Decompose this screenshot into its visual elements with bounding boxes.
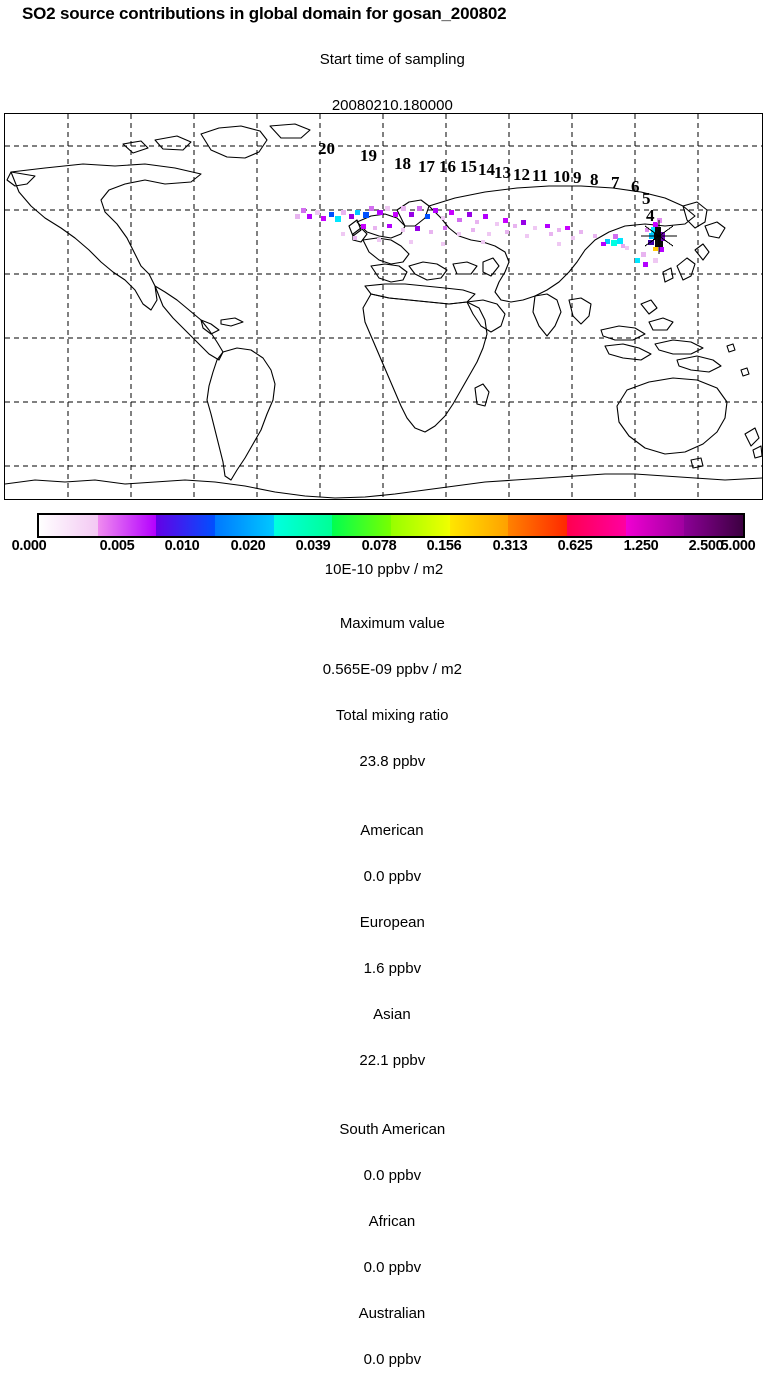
colorbar-segment-7 — [391, 515, 450, 536]
trajectory-label-18: 18 — [394, 154, 411, 173]
trajectory-label-8: 8 — [590, 170, 599, 189]
region-label-australian: Australian — [358, 1305, 426, 1322]
trajectory-label-6: 6 — [631, 177, 640, 196]
total-mixing-ratio-value: 23.8 ppbv — [359, 753, 426, 770]
colorbar-segment-6 — [332, 515, 392, 536]
colorbar-segment-8 — [449, 515, 509, 536]
colorbar-tick-6: 0.156 — [426, 538, 462, 554]
colorbar-tick-labels: 0.000 0.005 0.010 0.020 0.039 0.078 0.15… — [0, 538, 768, 556]
page-title: SO2 source contributions in global domai… — [22, 4, 507, 23]
trajectory-label-12: 12 — [513, 165, 530, 184]
colorbar-tick-7: 0.313 — [492, 538, 528, 554]
trajectory-label-15: 15 — [460, 157, 477, 176]
region-value-european: 1.6 ppbv — [363, 960, 422, 977]
map-canvas: 20 19 18 17 16 15 14 13 12 11 10 9 8 7 6… — [5, 114, 762, 499]
region-value-american: 0.0 ppbv — [363, 868, 422, 885]
start-time-value: 20080210.180000 — [331, 97, 453, 114]
map-panel[interactable]: 20 19 18 17 16 15 14 13 12 11 10 9 8 7 6… — [4, 113, 763, 500]
total-mixing-ratio-label: Total mixing ratio — [335, 707, 449, 724]
colorbar-tick-0: 0.000 — [11, 538, 47, 554]
trajectory-label-14: 14 — [478, 160, 495, 179]
maximum-value-label: Maximum value — [339, 615, 445, 632]
colorbar-segment-10 — [567, 515, 626, 536]
colorbar-segment-4 — [215, 515, 274, 536]
stats-row-2: South American 0.0 ppbv African 0.0 ppbv… — [0, 1095, 768, 1394]
region-label-south-american: South American — [339, 1121, 446, 1138]
colorbar-segment-2 — [97, 515, 157, 536]
stats-row-1: American 0.0 ppbv European 1.6 ppbv Asia… — [0, 796, 768, 1095]
colorbar-tick-4: 0.039 — [295, 538, 331, 554]
colorbar-tick-3: 0.020 — [230, 538, 266, 554]
colorbar-segment-1 — [39, 515, 98, 536]
so2-plume-field — [295, 206, 677, 267]
colorbar-segment-11 — [625, 515, 685, 536]
trajectory-label-4: 4 — [646, 206, 655, 225]
statistics-block: Maximum value 0.565E-09 ppbv / m2 Total … — [0, 589, 768, 1394]
colorbar-segment-5 — [273, 515, 333, 536]
colorbar-tick-2: 0.010 — [164, 538, 200, 554]
region-value-asian: 22.1 ppbv — [359, 1052, 426, 1069]
stats-row-summary: Maximum value 0.565E-09 ppbv / m2 Total … — [0, 589, 768, 796]
colorbar-tick-5: 0.078 — [361, 538, 397, 554]
region-value-australian: 0.0 ppbv — [363, 1351, 422, 1368]
trajectory-label-19: 19 — [360, 146, 377, 165]
region-value-african: 0.0 ppbv — [363, 1259, 422, 1276]
colorbar-tick-10: 2.500 — [688, 538, 724, 554]
colorbar-tick-9: 1.250 — [623, 538, 659, 554]
colorbar-tick-1: 0.005 — [99, 538, 135, 554]
start-time-label: Start time of sampling — [319, 51, 465, 68]
trajectory-label-7: 7 — [611, 173, 620, 192]
colorbar-segment-12 — [684, 515, 744, 536]
trajectory-label-10: 10 — [553, 167, 570, 186]
colorbar-segment-3 — [156, 515, 216, 536]
trajectory-label-20: 20 — [318, 139, 335, 158]
colorbar-segment-9 — [508, 515, 568, 536]
world-coastlines — [5, 123, 762, 499]
colorbar-tick-11: 5.000 — [720, 538, 756, 554]
trajectory-label-17: 17 — [418, 157, 435, 176]
trajectory-label-9: 9 — [573, 168, 582, 187]
region-value-south-american: 0.0 ppbv — [363, 1167, 422, 1184]
colorbar-unit-label: 10E-10 ppbv / m2 — [324, 561, 444, 578]
maximum-value-value: 0.565E-09 ppbv / m2 — [322, 661, 462, 678]
trajectory-label-13: 13 — [494, 163, 511, 182]
region-label-american: American — [360, 822, 424, 839]
trajectory-label-5: 5 — [642, 189, 651, 208]
colorbar-tick-8: 0.625 — [557, 538, 593, 554]
region-label-european: European — [359, 914, 425, 931]
region-label-asian: Asian — [373, 1006, 411, 1023]
colorbar[interactable] — [37, 513, 745, 538]
trajectory-label-11: 11 — [532, 166, 549, 185]
trajectory-label-16: 16 — [439, 157, 456, 176]
region-label-african: African — [368, 1213, 416, 1230]
